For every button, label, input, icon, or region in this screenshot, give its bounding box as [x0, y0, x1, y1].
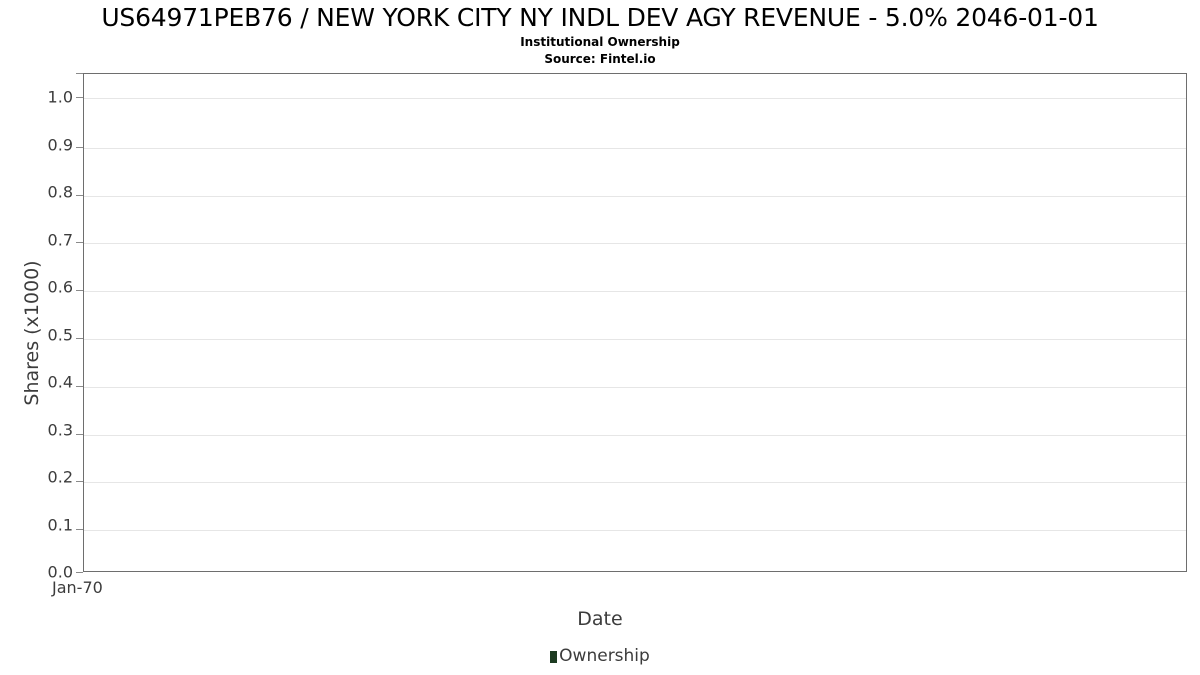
x-axis-title: Date: [577, 608, 623, 630]
data-series-ownership: [84, 74, 1186, 571]
legend-item-ownership[interactable]: Ownership: [550, 648, 650, 665]
y-tick-label-0.8: 0.8: [47, 182, 73, 202]
y-tick-mark-0.9: [76, 146, 83, 148]
y-tick-label-0.7: 0.7: [47, 230, 73, 249]
y-tick-mark-0.5: [76, 337, 83, 339]
y-tick-label-0.6: 0.6: [47, 277, 73, 297]
y-tick-mark-1.0: [76, 73, 83, 74]
page-title: US64971PEB76 / NEW YORK CITY NY INDL DEV…: [101, 3, 1099, 32]
y-tick-mark-0.6: [76, 290, 83, 292]
y-tick-label-0.3: 0.3: [47, 420, 73, 439]
y-tick-label-0.4: 0.4: [47, 372, 73, 392]
y-tick-label-0.9: 0.9: [47, 135, 73, 154]
gridline-0.3: [84, 386, 1186, 388]
gridline-0.4: [84, 338, 1186, 340]
y-axis: 1.0 0.9 0.8 0.7 0.6 0.5 0.4 0.3 0.2 0.1 …: [0, 0, 83, 675]
gridline-0.7: [84, 195, 1186, 197]
chart-source-attribution: Source: Fintel.io: [544, 52, 656, 66]
gridline-0.6: [84, 243, 1186, 245]
y-tick-mark-0.95: [76, 96, 83, 98]
y-axis-title: Shares (x1000): [21, 260, 43, 406]
y-tick-mark-0.8: [76, 194, 83, 196]
chart-legend: Ownership: [0, 648, 1200, 665]
y-tick-label-0.5: 0.5: [47, 325, 73, 344]
y-tick-mark-0.2: [76, 481, 83, 483]
gridline-0.1: [84, 482, 1186, 484]
y-tick-label-0.2: 0.2: [47, 467, 73, 487]
y-tick-label-0.1: 0.1: [47, 515, 73, 534]
y-tick-mark-0.4: [76, 385, 83, 387]
chart-subtitle: Institutional Ownership: [520, 35, 680, 49]
y-tick-mark-0.1: [76, 529, 83, 531]
gridline-0.8: [84, 147, 1186, 149]
y-tick-label-1.0: 1.0: [47, 87, 73, 107]
plot-area: [83, 73, 1187, 572]
legend-item-label: Ownership: [559, 646, 650, 666]
y-tick-mark-0.0: [76, 572, 83, 573]
y-tick-label-0.0: 0.0: [47, 562, 73, 582]
square-marker-icon: [550, 650, 558, 663]
gridline-0.05: [84, 530, 1186, 532]
y-tick-mark-0.7: [76, 242, 83, 244]
y-tick-mark-0.3: [76, 433, 83, 435]
gridline-0.5: [84, 291, 1186, 293]
gridline-0.9: [84, 97, 1186, 99]
x-tick-label-jan-70: Jan-70: [52, 578, 103, 597]
gridline-0.2: [84, 434, 1186, 436]
